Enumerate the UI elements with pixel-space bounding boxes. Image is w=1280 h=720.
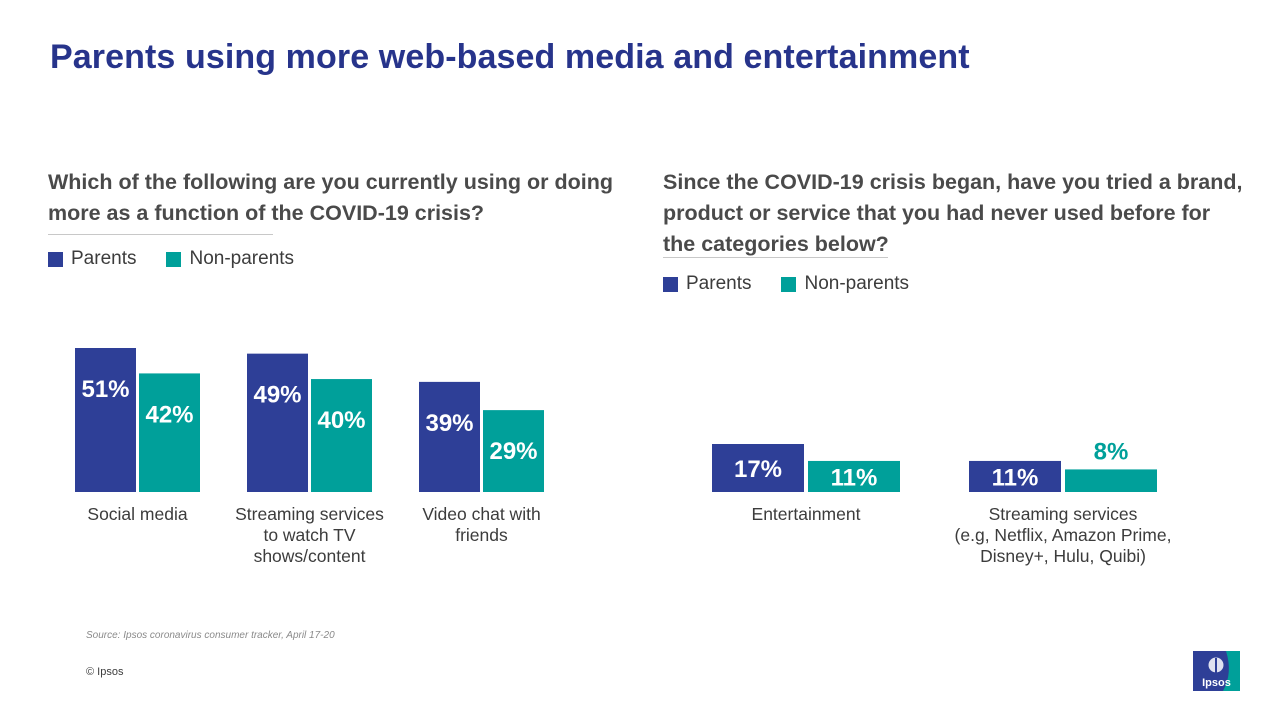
data-label: 42% — [145, 401, 193, 428]
bar-parents-1 — [75, 348, 136, 492]
legend-swatch-parents — [48, 251, 63, 267]
data-label: 49% — [253, 382, 301, 409]
legend-swatch-non-parents — [166, 251, 182, 267]
right-question-underline — [663, 257, 888, 258]
legend-label-parents: Parents — [686, 273, 752, 294]
left-question-underline — [48, 234, 273, 235]
bar-non-parents-2 — [1065, 469, 1157, 492]
data-label: 11% — [831, 464, 878, 491]
right-question: Since the COVID-19 crisis began, have yo… — [663, 170, 1243, 256]
data-label: 8% — [1094, 438, 1129, 465]
page-title: Parents using more web-based media and e… — [50, 38, 970, 76]
bar-non-parents-2 — [311, 379, 372, 492]
bar-non-parents-1 — [139, 373, 200, 492]
bar-non-parents-1 — [808, 460, 900, 492]
data-label: 39% — [425, 410, 473, 437]
legend-swatch-parents — [663, 276, 678, 292]
bar-parents-3 — [419, 381, 480, 492]
bar-parents-2 — [247, 353, 308, 492]
category-label: Social media — [87, 504, 187, 524]
legend-label-parents: Parents — [71, 248, 137, 269]
bar-non-parents-3 — [483, 410, 544, 492]
category-label: (e.g, Netflix, Amazon Prime, — [955, 525, 1172, 545]
bar-parents-1 — [712, 444, 804, 492]
bar-parents-2 — [969, 460, 1061, 492]
legend-swatch-non-parents — [781, 276, 797, 292]
svg-text:Ipsos: Ipsos — [1202, 677, 1231, 689]
category-label: Disney+, Hulu, Quibi) — [980, 546, 1146, 566]
data-label: 29% — [489, 438, 537, 465]
category-label: to watch TV — [263, 525, 355, 545]
legend-label-non-parents: Non-parents — [189, 248, 295, 269]
data-label: 11% — [992, 464, 1039, 491]
data-label: 17% — [734, 456, 782, 483]
source-note: Source: Ipsos coronavirus consumer track… — [86, 630, 335, 641]
ipsos-logo: Ipsos — [1193, 651, 1240, 691]
data-label: 51% — [81, 376, 129, 403]
data-label: 40% — [317, 407, 365, 434]
category-label: friends — [455, 525, 508, 545]
category-label: Streaming services — [989, 504, 1138, 524]
category-label: Streaming services — [235, 504, 384, 524]
category-label: Video chat with — [422, 504, 540, 524]
left-question: Which of the following are you currently… — [48, 170, 613, 225]
right-legend: Parents Non-parents — [663, 273, 909, 295]
copyright: © Ipsos — [86, 666, 124, 678]
legend-label-non-parents: Non-parents — [804, 273, 910, 294]
category-label: shows/content — [254, 546, 366, 566]
left-legend: Parents Non-parents — [48, 248, 294, 270]
category-label: Entertainment — [752, 504, 861, 524]
